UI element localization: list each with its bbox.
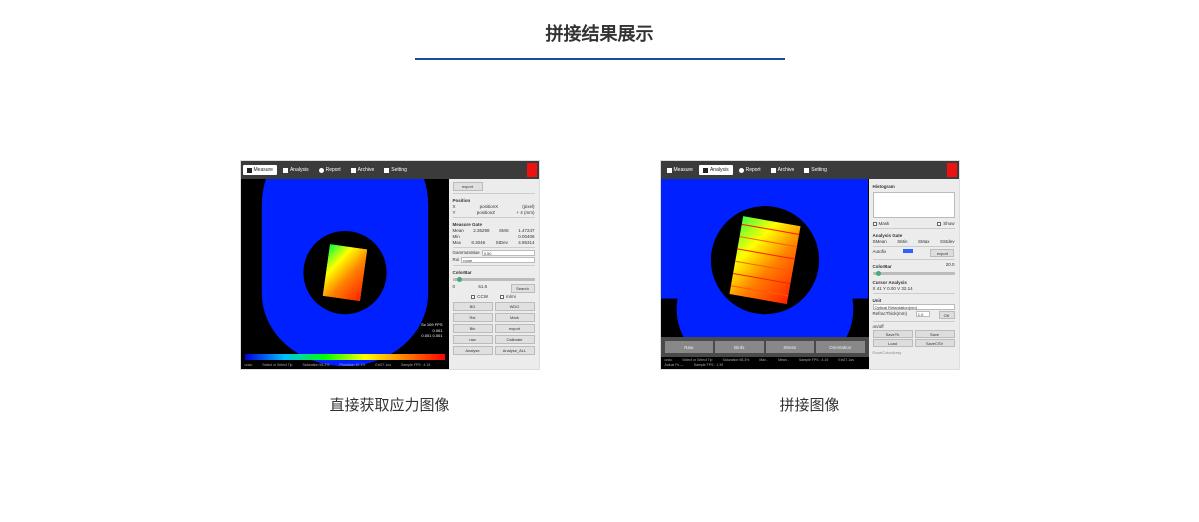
wdg-button[interactable]: WDG: [495, 302, 535, 311]
mark-button[interactable]: Mark: [495, 313, 535, 322]
histogram-header: Histogram: [873, 184, 955, 189]
tab-archive-r[interactable]: Archive: [767, 165, 799, 175]
bin-button[interactable]: Bin: [453, 324, 493, 333]
footer-label: ExcelColorArray: [873, 350, 955, 355]
show-checkbox[interactable]: [937, 222, 941, 226]
left-caption: 直接获取应力图像: [329, 394, 449, 415]
calibrate-button[interactable]: Calibrate: [495, 335, 535, 344]
position-header: Position: [453, 198, 535, 203]
birds-view-button[interactable]: Birds: [715, 341, 764, 353]
histogram-box: [873, 192, 955, 218]
left-panel: Measure Analysis Report Archive Setting: [240, 160, 540, 415]
viewer-footer: undoSelect or Select TipSaturation 98.3%…: [241, 354, 449, 369]
left-viewer[interactable]: Sc 109 FPS 0.001 0.001 0.001 undoSelect …: [241, 179, 449, 369]
refract-input[interactable]: 1.0: [916, 311, 930, 317]
savecsv-button[interactable]: SaveCSV: [915, 339, 955, 347]
orientation-view-button[interactable]: Orientation: [816, 341, 865, 353]
close-button-r[interactable]: [947, 163, 957, 177]
title-underline: [415, 58, 785, 60]
save-button[interactable]: Save: [915, 330, 955, 338]
roi-input[interactable]: none: [461, 257, 534, 263]
tab-measure[interactable]: Measure: [243, 165, 277, 175]
autofix-indicator: [903, 249, 913, 253]
mask-checkbox[interactable]: [873, 222, 877, 226]
export-button-r[interactable]: export: [930, 249, 954, 257]
stress-view-button[interactable]: Stress: [766, 341, 815, 353]
archive-icon: [351, 168, 356, 173]
bg-button[interactable]: BG: [453, 302, 493, 311]
raw-button[interactable]: raw: [453, 335, 493, 344]
search-button[interactable]: Search: [511, 284, 535, 293]
left-toolbar: Measure Analysis Report Archive Setting: [241, 161, 539, 179]
analysis-icon: [283, 168, 288, 173]
right-viewer[interactable]: [661, 179, 869, 337]
analysis-gate-header: Analysis Gate: [873, 233, 955, 238]
tab-analysis-r[interactable]: Analysis: [699, 165, 733, 175]
cursor-analysis-header: Cursor Analysis: [873, 280, 955, 285]
right-toolbar: Measure Analysis Report Archive Setting: [661, 161, 959, 179]
analysis-icon: [703, 168, 708, 173]
close-button[interactable]: [527, 163, 537, 177]
tab-report[interactable]: Report: [315, 165, 345, 175]
tab-archive[interactable]: Archive: [347, 165, 379, 175]
colorbar-header: ColorBar: [453, 270, 535, 275]
colorbar-slider[interactable]: [453, 278, 535, 281]
ccw-radio[interactable]: [471, 295, 475, 299]
colorbar-strip: [245, 354, 445, 360]
setting-icon: [384, 168, 389, 173]
measure-icon: [247, 168, 252, 173]
saveth-button[interactable]: SaveTh: [873, 330, 913, 338]
raw-view-button[interactable]: Raw: [665, 341, 714, 353]
right-sidepanel: Histogram MaskShow Analysis Gate SMeanSM…: [869, 179, 959, 369]
load-button[interactable]: Load: [873, 339, 913, 347]
tab-report-r[interactable]: Report: [735, 165, 765, 175]
archive-icon: [771, 168, 776, 173]
setting-icon: [804, 168, 809, 173]
tab-setting-r[interactable]: Setting: [800, 165, 831, 175]
viewer-readout: Sc 109 FPS 0.001 0.001 0.001: [421, 322, 442, 339]
tab-measure-r[interactable]: Measure: [663, 165, 697, 175]
ok-button[interactable]: OK: [939, 311, 955, 319]
report-icon: [739, 168, 744, 173]
mmi-radio[interactable]: [500, 295, 504, 299]
analyse-all-button[interactable]: Analyse_ALL: [495, 346, 535, 355]
view-mode-buttons: Raw Birds Stress Orientation: [661, 337, 869, 357]
status-line: undoSelect or Select TipSaturation 98.3%…: [241, 362, 449, 369]
analyse-button[interactable]: Analyse: [453, 346, 493, 355]
tab-analysis[interactable]: Analysis: [279, 165, 313, 175]
right-caption: 拼接图像: [779, 394, 839, 415]
export2-button[interactable]: export: [495, 324, 535, 333]
page-title: 拼接结果展示: [0, 0, 1199, 58]
rst-button[interactable]: Rst: [453, 313, 493, 322]
measure-icon: [667, 168, 672, 173]
measure-gate-header: Measure Gate: [453, 222, 535, 227]
report-icon: [319, 168, 324, 173]
right-app: Measure Analysis Report Archive Setting: [660, 160, 960, 370]
status-line-r: undoSelect or Select TipSaturation 98.3%…: [661, 357, 869, 369]
export-button[interactable]: export: [453, 182, 483, 191]
tab-setting[interactable]: Setting: [380, 165, 411, 175]
right-panel: Measure Analysis Report Archive Setting: [660, 160, 960, 415]
unit-header: Unit: [873, 298, 955, 303]
left-sidepanel: export Position XpositionX(pixel) Yposit…: [449, 179, 539, 369]
left-app: Measure Analysis Report Archive Setting: [240, 160, 540, 370]
unit-select[interactable]: Optical Retardation(nm): [873, 304, 955, 310]
colorbar-slider-r[interactable]: [873, 272, 955, 275]
gamma-input[interactable]: 0.50: [482, 250, 535, 256]
